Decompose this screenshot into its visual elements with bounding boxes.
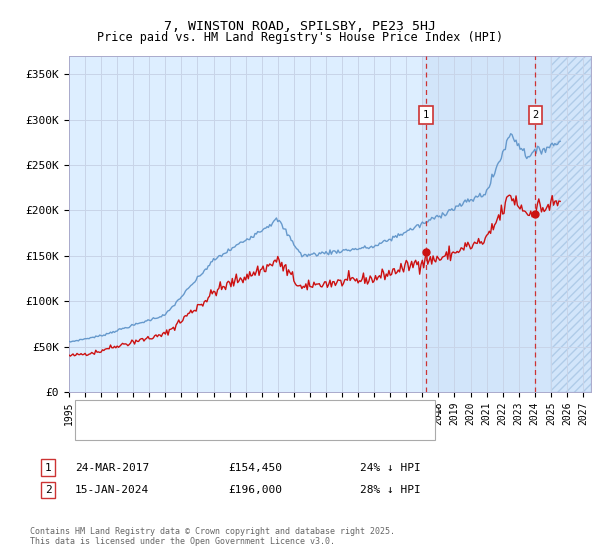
Text: 24-MAR-2017: 24-MAR-2017	[75, 463, 149, 473]
Text: 28% ↓ HPI: 28% ↓ HPI	[360, 485, 421, 495]
Bar	[422, 56, 551, 392]
Text: 24% ↓ HPI: 24% ↓ HPI	[360, 463, 421, 473]
Bar	[551, 56, 591, 392]
Text: 1: 1	[44, 463, 52, 473]
Text: 2: 2	[44, 485, 52, 495]
Text: 15-JAN-2024: 15-JAN-2024	[75, 485, 149, 495]
Text: Price paid vs. HM Land Registry's House Price Index (HPI): Price paid vs. HM Land Registry's House …	[97, 31, 503, 44]
Text: 1: 1	[423, 110, 429, 120]
Text: 2: 2	[532, 110, 539, 120]
Text: £154,450: £154,450	[228, 463, 282, 473]
Text: 7, WINSTON ROAD, SPILSBY, PE23 5HJ (detached house): 7, WINSTON ROAD, SPILSBY, PE23 5HJ (deta…	[123, 407, 442, 417]
Text: HPI: Average price, detached house, East Lindsey: HPI: Average price, detached house, East…	[123, 425, 423, 435]
Text: Contains HM Land Registry data © Crown copyright and database right 2025.
This d: Contains HM Land Registry data © Crown c…	[30, 526, 395, 546]
Text: 7, WINSTON ROAD, SPILSBY, PE23 5HJ: 7, WINSTON ROAD, SPILSBY, PE23 5HJ	[164, 20, 436, 32]
Text: ——: ——	[88, 423, 113, 436]
Text: £196,000: £196,000	[228, 485, 282, 495]
Text: ——: ——	[88, 405, 113, 418]
